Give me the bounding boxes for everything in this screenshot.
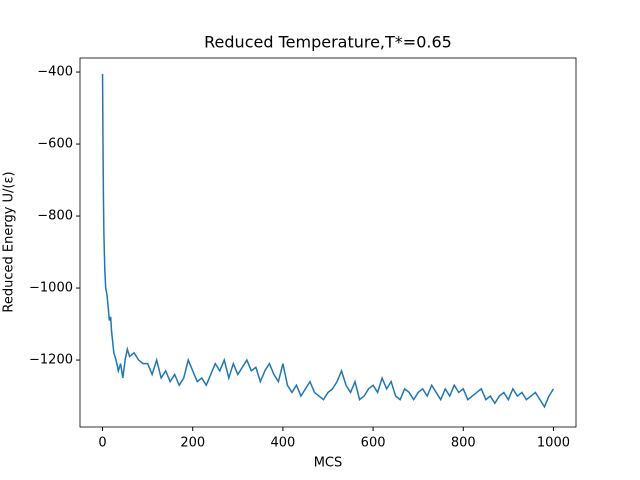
plot-frame xyxy=(79,57,577,428)
chart-title: Reduced Temperature,T*=0.65 xyxy=(204,33,452,52)
x-tick-label: 400 xyxy=(270,436,295,451)
x-tick-label: 0 xyxy=(98,436,106,451)
line-series xyxy=(101,73,555,409)
y-tick-label: −1200 xyxy=(29,353,73,368)
x-tick-label: 200 xyxy=(180,436,205,451)
y-tick-label: −400 xyxy=(37,65,73,80)
x-tick-label: 600 xyxy=(361,436,386,451)
y-axis-label: Reduced Energy U/(ε) xyxy=(2,171,17,312)
y-tick-label: −600 xyxy=(37,137,73,152)
x-tick-label: 1000 xyxy=(537,436,570,451)
x-tick-label: 800 xyxy=(451,436,476,451)
y-tick-label: −1000 xyxy=(29,281,73,296)
y-tick-label: −800 xyxy=(37,209,73,224)
x-axis-label: MCS xyxy=(314,456,343,471)
